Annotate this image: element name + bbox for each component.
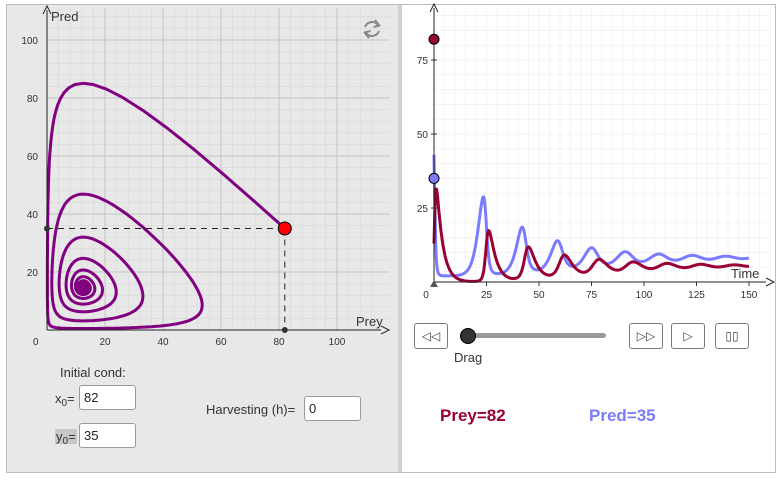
prey-readout: Prey=82 (440, 406, 506, 425)
time-series-panel (402, 5, 775, 472)
time-start-marker[interactable] (430, 280, 438, 287)
time-y-tick-label: 75 (417, 56, 429, 67)
time-axis-label: Time (731, 266, 759, 281)
initial-cond-title: Initial cond: (60, 365, 126, 380)
phase-x-tick-label: 60 (215, 337, 227, 348)
phase-x-tick-label: 100 (329, 337, 346, 348)
y-axis-arrow (42, 4, 52, 15)
fast-forward-button[interactable]: ▷▷ (629, 323, 663, 349)
prey-projection-dot (281, 327, 288, 333)
phase-y-tick-label: 40 (27, 210, 39, 221)
time-x-tick-label: 100 (636, 290, 653, 301)
pred-series-line (432, 154, 750, 278)
time-grid (434, 6, 772, 282)
y-axis-label: Pred (51, 9, 78, 24)
phase-trajectory (45, 81, 286, 330)
x-axis-arrow (380, 325, 391, 335)
initial-condition-point[interactable] (277, 221, 292, 236)
prey-start-point[interactable] (428, 33, 440, 45)
time-x-tick-label: 25 (481, 290, 493, 301)
origin-tick: 0 (33, 337, 39, 348)
phase-y-tick-label: 60 (27, 152, 39, 163)
phase-plane-graph[interactable]: 20 40 60 80 100 20 40 60 80 100 Pred Prey 0 (0, 0, 400, 360)
phase-tick-labels: 20 40 60 80 100 20 40 60 80 100 (21, 36, 345, 348)
time-x-tick-label: 0 (423, 290, 429, 301)
phase-x-tick-label: 20 (99, 337, 111, 348)
play-icon: ▷ (683, 329, 693, 343)
refresh-icon[interactable] (363, 19, 381, 39)
y0-input[interactable] (79, 423, 136, 448)
pred-projection-dot (44, 225, 50, 232)
pause-button[interactable]: ▯▯ (715, 323, 749, 349)
slider-knob[interactable] (460, 328, 476, 344)
time-tick-labels: 0 25 50 75 100 125 150 25 50 75 (417, 56, 758, 301)
pred-start-point[interactable] (428, 172, 440, 184)
time-x-tick-label: 50 (533, 290, 545, 301)
projection-lines (47, 228, 286, 330)
x0-label: x0= (55, 391, 75, 409)
panel-divider[interactable] (398, 5, 402, 472)
time-slider[interactable] (460, 328, 606, 344)
play-button[interactable]: ▷ (671, 323, 705, 349)
pause-icon: ▯▯ (725, 329, 739, 343)
y0-label: y0= (55, 429, 77, 447)
phase-y-tick-label: 100 (21, 36, 38, 47)
harvest-label: Harvesting (h)= (206, 402, 296, 417)
rewind-icon: ◁◁ (421, 329, 441, 343)
phase-y-tick-label: 20 (27, 268, 39, 279)
fast-forward-icon: ▷▷ (636, 329, 656, 343)
slider-label: Drag (454, 350, 483, 365)
time-x-tick-label: 75 (586, 290, 598, 301)
harvest-input[interactable] (304, 396, 361, 421)
time-series-graph[interactable]: 0 25 50 75 100 125 150 25 50 75 Time (402, 0, 780, 305)
time-x-tick-label: 150 (741, 290, 758, 301)
time-axis-arrow (765, 277, 776, 287)
phase-x-tick-label: 40 (157, 337, 169, 348)
phase-y-tick-label: 80 (27, 94, 39, 105)
pred-readout: Pred=35 (589, 406, 656, 425)
x-axis-label: Prey (356, 314, 383, 329)
rewind-button[interactable]: ◁◁ (414, 323, 448, 349)
time-y-tick-label: 25 (417, 204, 429, 215)
time-x-tick-label: 125 (688, 290, 705, 301)
x0-input[interactable] (79, 385, 136, 410)
slider-track (461, 333, 606, 338)
time-y-tick-label: 50 (417, 130, 429, 141)
phase-x-tick-label: 80 (273, 337, 285, 348)
value-axis-arrow (429, 2, 439, 13)
phase-plane-panel (7, 5, 398, 472)
prey-series-line (432, 187, 749, 283)
